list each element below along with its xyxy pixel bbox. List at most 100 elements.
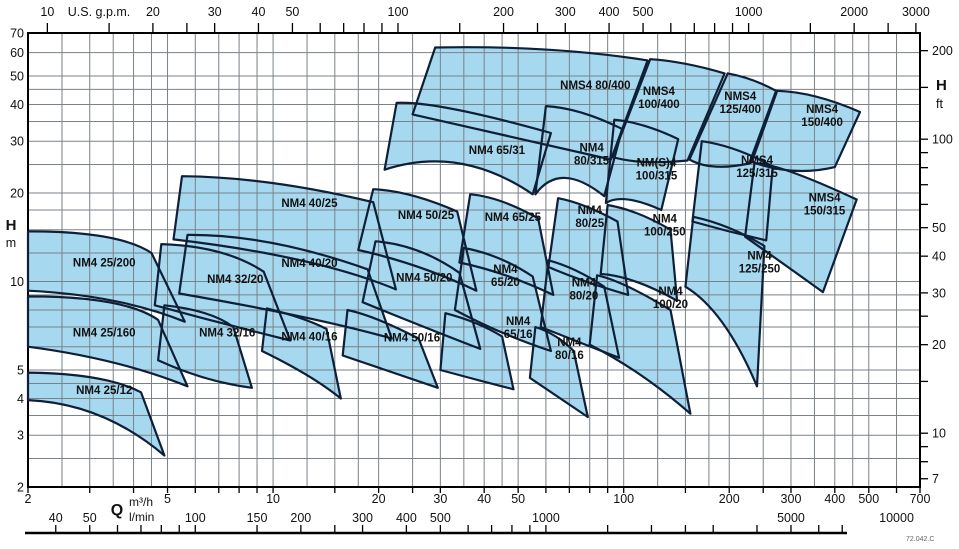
svg-text:NM4: NM4 (579, 143, 604, 155)
svg-text:NM4 50/16: NM4 50/16 (384, 332, 440, 344)
svg-text:NM4 40/16: NM4 40/16 (281, 331, 337, 343)
svg-text:500: 500 (858, 492, 879, 506)
pump-envelope-outline (691, 140, 774, 242)
svg-text:300: 300 (781, 492, 802, 506)
svg-text:10000: 10000 (879, 511, 914, 525)
svg-text:100: 100 (932, 133, 953, 147)
svg-text:10: 10 (932, 427, 946, 441)
svg-text:30: 30 (932, 286, 946, 300)
svg-text:10: 10 (40, 5, 54, 19)
pump-envelope-outline (361, 240, 482, 350)
svg-text:m³/h: m³/h (129, 495, 153, 509)
svg-text:60: 60 (10, 46, 24, 60)
pump-envelope-outline (157, 304, 253, 389)
svg-text:500: 500 (430, 511, 451, 525)
svg-text:100/315: 100/315 (636, 171, 678, 183)
axis-top-usgpm: 10 20 30 40 50 100 200 300 400 500 1000 2000 3000 U.S… (40, 5, 930, 33)
svg-text:50: 50 (932, 221, 946, 235)
svg-text:NMS4: NMS4 (643, 86, 676, 98)
pump-envelope-outline (604, 118, 680, 212)
svg-text:20: 20 (932, 338, 946, 352)
svg-text:NM4: NM4 (653, 214, 678, 226)
pump-envelope-outline (750, 89, 862, 173)
svg-text:150/315: 150/315 (804, 205, 846, 217)
svg-text:40: 40 (252, 5, 266, 19)
svg-text:NM4: NM4 (557, 337, 582, 349)
svg-text:NM4: NM4 (506, 316, 531, 328)
svg-text:l/min: l/min (129, 510, 154, 524)
svg-text:1000: 1000 (735, 5, 763, 19)
svg-text:50: 50 (10, 69, 24, 83)
svg-text:80/315: 80/315 (574, 156, 610, 168)
svg-text:H: H (936, 77, 947, 94)
pump-envelope-fill (342, 310, 438, 388)
svg-text:NM4 50/20: NM4 50/20 (396, 273, 452, 285)
svg-text:NMS4 80/400: NMS4 80/400 (560, 80, 630, 92)
pump-envelope-outline (383, 101, 552, 196)
svg-text:100/400: 100/400 (638, 99, 680, 111)
svg-text:3: 3 (17, 429, 24, 443)
svg-text:70: 70 (10, 27, 24, 41)
svg-text:100/250: 100/250 (644, 227, 686, 239)
axis-right-ft: 200 100 50 40 30 20 10 7 Hft (920, 44, 953, 486)
svg-text:10: 10 (10, 275, 24, 289)
pump-envelope-outline (588, 274, 692, 415)
svg-text:100: 100 (388, 5, 409, 19)
svg-text:5: 5 (164, 492, 171, 506)
svg-text:NM(S)4: NM(S)4 (637, 158, 677, 170)
pump-envelope-outline (611, 58, 726, 164)
svg-text:ft: ft (936, 97, 943, 111)
svg-text:NM4: NM4 (747, 251, 772, 263)
pump-envelope-outline (172, 175, 397, 291)
svg-text:2: 2 (25, 492, 32, 506)
pump-envelope-outline (26, 230, 186, 323)
axis-left-m: 70 60 50 40 30 20 10 5 4 3 2 Hm (6, 27, 24, 495)
svg-text:700: 700 (910, 492, 931, 506)
svg-text:m: m (6, 236, 16, 250)
svg-text:NM4 50/25: NM4 50/25 (398, 210, 455, 222)
svg-text:NM4: NM4 (658, 286, 683, 298)
svg-text:NMS4: NMS4 (809, 192, 842, 204)
pump-envelope-outline (26, 371, 166, 457)
pump-envelope-outline (260, 307, 342, 400)
pump-envelope-fill (28, 296, 188, 387)
svg-text:NM4: NM4 (493, 264, 518, 276)
pump-envelope-outline (458, 193, 555, 296)
pump-labels: NM4 25/200 NM4 25/160 NM4 25/12 NM4 32/20 NM… (73, 80, 846, 397)
svg-text:50: 50 (511, 492, 525, 506)
svg-text:50: 50 (285, 5, 299, 19)
pump-envelope-fill (745, 163, 857, 293)
svg-text:125/250: 125/250 (739, 264, 781, 276)
svg-text:300: 300 (352, 511, 373, 525)
pump-envelope-outline (453, 246, 552, 353)
drawing-code: 72.042.C (906, 536, 935, 543)
svg-text:500: 500 (633, 5, 654, 19)
svg-text:20: 20 (10, 186, 24, 200)
svg-text:20: 20 (146, 5, 160, 19)
svg-text:65/16: 65/16 (504, 329, 533, 341)
svg-text:NMS4: NMS4 (724, 91, 757, 103)
svg-text:40: 40 (10, 98, 24, 112)
pump-envelope-outline (684, 215, 766, 388)
pump-envelope-outline (744, 162, 858, 294)
pump-envelope-fill (28, 231, 185, 322)
svg-text:3000: 3000 (902, 5, 930, 19)
svg-text:U.S. g.p.m.: U.S. g.p.m. (68, 5, 131, 19)
svg-text:NM4: NM4 (578, 205, 603, 217)
svg-text:20: 20 (372, 492, 386, 506)
svg-text:NM4 25/160: NM4 25/160 (73, 328, 136, 340)
svg-text:40: 40 (49, 511, 63, 525)
svg-text:40: 40 (932, 250, 946, 264)
svg-text:NMS4: NMS4 (741, 155, 774, 167)
pump-envelope-fill (685, 216, 765, 387)
svg-text:50: 50 (83, 511, 97, 525)
pump-envelope-fill (459, 194, 554, 295)
svg-text:NM4 40/20: NM4 40/20 (281, 258, 337, 270)
svg-text:5: 5 (17, 363, 24, 377)
pump-envelope-outline (599, 203, 679, 302)
svg-text:150: 150 (247, 511, 268, 525)
svg-text:4: 4 (17, 392, 24, 406)
svg-text:NM4 25/200: NM4 25/200 (73, 258, 136, 270)
